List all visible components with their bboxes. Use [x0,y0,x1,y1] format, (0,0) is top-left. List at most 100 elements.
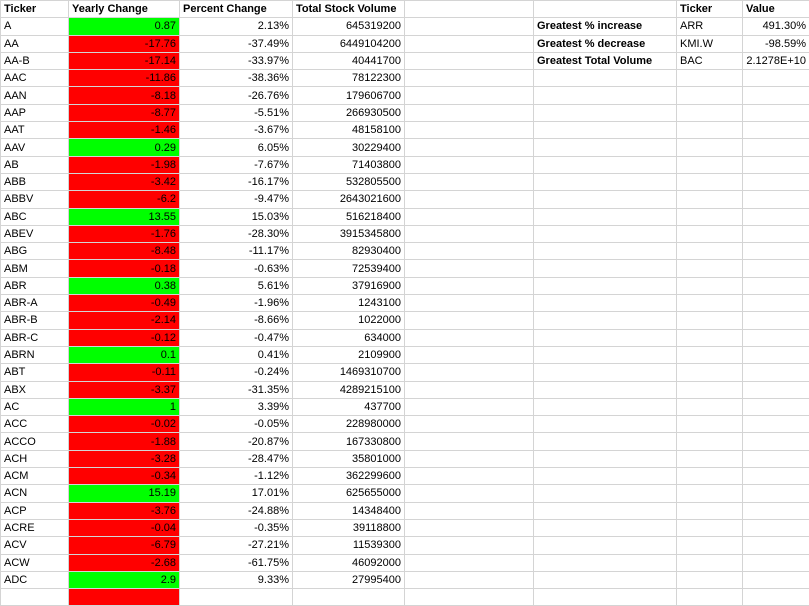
ticker-cell[interactable]: AC [1,398,69,415]
percent-change-cell[interactable]: -20.87% [180,433,293,450]
empty-cell[interactable] [180,589,293,606]
empty-cell[interactable] [534,416,677,433]
empty-cell[interactable] [677,329,743,346]
ticker-cell[interactable]: AAP [1,104,69,121]
empty-cell[interactable] [743,104,809,121]
empty-cell[interactable] [677,589,743,606]
yearly-change-cell[interactable]: 0.38 [69,277,180,294]
empty-cell[interactable] [405,87,534,104]
ticker-cell[interactable]: ABR-B [1,312,69,329]
ticker-cell[interactable]: AAV [1,139,69,156]
header-percent-change[interactable]: Percent Change [180,1,293,18]
percent-change-cell[interactable]: -11.17% [180,243,293,260]
percent-change-cell[interactable]: -1.12% [180,468,293,485]
empty-cell[interactable] [677,485,743,502]
yearly-change-cell[interactable]: 15.19 [69,485,180,502]
empty-cell[interactable] [677,70,743,87]
summary-ticker-cell[interactable]: KMI.W [677,35,743,52]
ticker-cell[interactable]: ACCO [1,433,69,450]
yearly-change-cell[interactable]: -1.46 [69,122,180,139]
empty-cell[interactable] [677,364,743,381]
empty-cell[interactable] [743,295,809,312]
ticker-cell[interactable]: A [1,18,69,35]
empty-cell[interactable] [534,243,677,260]
yearly-change-cell[interactable]: -11.86 [69,70,180,87]
empty-cell[interactable] [677,122,743,139]
total-volume-cell[interactable]: 179606700 [293,87,405,104]
total-volume-cell[interactable]: 78122300 [293,70,405,87]
percent-change-cell[interactable]: -0.35% [180,519,293,536]
empty-cell[interactable] [405,260,534,277]
empty-cell[interactable] [677,225,743,242]
empty-cell[interactable] [405,450,534,467]
ticker-cell[interactable]: ABG [1,243,69,260]
percent-change-cell[interactable]: -0.05% [180,416,293,433]
yearly-change-cell[interactable]: -3.28 [69,450,180,467]
empty-cell[interactable] [405,243,534,260]
empty-cell[interactable] [405,589,534,606]
empty-cell[interactable] [405,208,534,225]
percent-change-cell[interactable]: -0.24% [180,364,293,381]
empty-cell[interactable] [534,277,677,294]
ticker-cell[interactable]: ACH [1,450,69,467]
empty-cell[interactable] [677,295,743,312]
empty-cell[interactable] [405,364,534,381]
percent-change-cell[interactable]: 0.41% [180,346,293,363]
summary-label-cell[interactable]: Greatest % increase [534,18,677,35]
empty-cell[interactable] [743,208,809,225]
empty-cell[interactable] [534,260,677,277]
empty-cell[interactable] [405,191,534,208]
total-volume-cell[interactable]: 72539400 [293,260,405,277]
empty-cell[interactable] [743,87,809,104]
empty-cell[interactable] [677,139,743,156]
total-volume-cell[interactable]: 516218400 [293,208,405,225]
percent-change-cell[interactable]: -61.75% [180,554,293,571]
total-volume-cell[interactable]: 266930500 [293,104,405,121]
empty-cell[interactable] [677,346,743,363]
empty-cell[interactable] [534,537,677,554]
empty-cell[interactable] [677,312,743,329]
yearly-change-cell[interactable]: 13.55 [69,208,180,225]
empty-cell[interactable] [743,346,809,363]
empty-cell[interactable] [677,571,743,588]
ticker-cell[interactable]: ACRE [1,519,69,536]
empty-cell[interactable] [677,260,743,277]
empty-cell[interactable] [677,277,743,294]
empty-cell[interactable] [677,87,743,104]
total-volume-cell[interactable]: 1022000 [293,312,405,329]
empty-cell[interactable] [677,416,743,433]
empty-cell[interactable] [743,485,809,502]
empty-cell[interactable] [677,381,743,398]
summary-value-cell[interactable]: -98.59% [743,35,809,52]
empty-cell[interactable] [677,156,743,173]
empty-cell[interactable] [534,139,677,156]
empty-cell[interactable] [534,295,677,312]
header-summary-ticker[interactable]: Ticker [677,1,743,18]
yearly-change-cell[interactable]: -3.76 [69,502,180,519]
empty-cell[interactable] [743,364,809,381]
yearly-change-cell[interactable]: -0.02 [69,416,180,433]
empty-cell[interactable] [677,104,743,121]
header-yearly-change[interactable]: Yearly Change [69,1,180,18]
empty-cell[interactable] [405,571,534,588]
empty-cell[interactable] [405,485,534,502]
empty-cell[interactable] [743,398,809,415]
yearly-change-cell[interactable]: -1.98 [69,156,180,173]
percent-change-cell[interactable]: 2.13% [180,18,293,35]
summary-label-cell[interactable]: Greatest Total Volume [534,52,677,69]
empty-cell[interactable] [534,381,677,398]
total-volume-cell[interactable]: 39118800 [293,519,405,536]
total-volume-cell[interactable]: 2109900 [293,346,405,363]
total-volume-cell[interactable]: 532805500 [293,173,405,190]
percent-change-cell[interactable]: 6.05% [180,139,293,156]
empty-cell[interactable] [677,173,743,190]
empty-cell[interactable] [534,485,677,502]
total-volume-cell[interactable]: 37916900 [293,277,405,294]
total-volume-cell[interactable]: 71403800 [293,156,405,173]
yearly-change-cell[interactable]: 0.87 [69,18,180,35]
percent-change-cell[interactable]: -0.47% [180,329,293,346]
empty-cell[interactable] [405,104,534,121]
percent-change-cell[interactable]: -33.97% [180,52,293,69]
header-ticker[interactable]: Ticker [1,1,69,18]
empty-cell[interactable] [534,554,677,571]
